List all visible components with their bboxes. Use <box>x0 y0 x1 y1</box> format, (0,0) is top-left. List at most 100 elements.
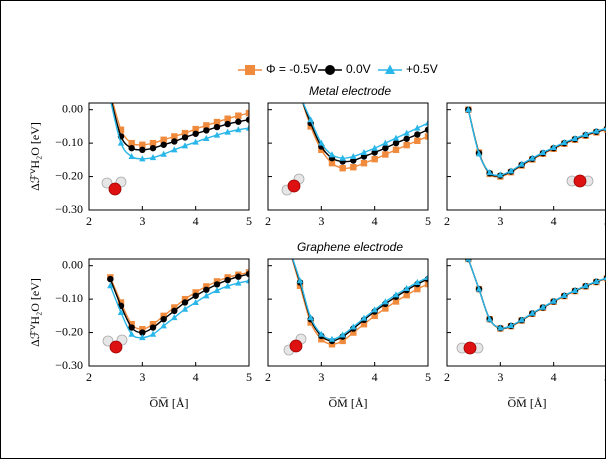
y-tick-label: −0.20 <box>55 324 83 338</box>
marker <box>550 297 557 304</box>
marker <box>107 96 113 102</box>
marker <box>360 148 368 156</box>
y-tick-label: 0.00 <box>62 101 83 115</box>
marker <box>392 298 400 305</box>
marker <box>350 164 357 171</box>
marker <box>235 273 242 280</box>
marker <box>486 169 493 176</box>
plot-area <box>465 259 606 332</box>
marker <box>307 116 314 123</box>
marker <box>382 305 389 312</box>
marker <box>107 275 114 283</box>
marker <box>171 133 178 140</box>
marker <box>149 330 157 337</box>
marker <box>539 148 547 156</box>
marker <box>518 160 525 167</box>
marker <box>328 335 336 342</box>
marker <box>128 139 135 147</box>
marker <box>403 284 410 291</box>
x-tick-label: 5 <box>604 370 606 384</box>
marker <box>245 270 249 278</box>
marker <box>203 283 210 290</box>
oxygen <box>108 182 122 196</box>
marker <box>392 146 400 154</box>
marker <box>382 139 389 146</box>
x-tick-label: 3 <box>139 214 145 228</box>
marker <box>518 316 525 323</box>
marker <box>192 130 199 137</box>
marker <box>117 308 125 316</box>
axes-frame <box>267 102 429 211</box>
marker <box>307 123 314 130</box>
marker <box>181 299 189 306</box>
marker <box>339 331 346 338</box>
marker <box>149 144 157 152</box>
marker <box>160 315 167 323</box>
marker <box>213 281 221 288</box>
marker <box>307 313 314 321</box>
marker <box>181 295 189 303</box>
marker <box>171 313 178 321</box>
plot-area <box>286 246 428 348</box>
x-tick-label: 3 <box>318 370 324 384</box>
marker <box>245 109 249 117</box>
marker <box>507 167 515 174</box>
x-tick-label: 2 <box>444 370 450 384</box>
marker <box>424 273 428 280</box>
marker <box>414 285 421 293</box>
x-tick-label: 2 <box>86 214 92 228</box>
marker <box>582 130 589 137</box>
marker <box>117 139 125 146</box>
marker <box>224 128 231 135</box>
molecule-icon <box>281 173 305 196</box>
marker <box>539 303 547 310</box>
series-line <box>467 109 606 177</box>
molecule-icon <box>566 174 594 188</box>
marker <box>382 298 389 305</box>
marker <box>213 286 221 293</box>
x-tick-label: 3 <box>318 214 324 228</box>
marker <box>286 40 292 46</box>
marker <box>561 291 568 299</box>
marker <box>392 139 400 147</box>
x-tick-label: 2 <box>86 370 92 384</box>
marker <box>160 136 167 143</box>
marker <box>245 277 249 284</box>
axes-frame <box>446 258 606 367</box>
marker <box>414 124 421 131</box>
marker <box>403 141 410 149</box>
marker <box>213 118 221 126</box>
x-tick-label: 4 <box>372 214 378 228</box>
marker <box>424 280 428 288</box>
marker <box>203 122 210 129</box>
marker <box>350 329 357 336</box>
marker <box>318 139 325 146</box>
marker <box>307 319 314 326</box>
x-tick-label: 4 <box>193 214 199 228</box>
marker <box>297 89 303 95</box>
marker <box>318 336 325 343</box>
marker <box>203 292 210 299</box>
marker <box>181 142 189 149</box>
marker <box>571 134 579 142</box>
oxygen <box>289 339 303 353</box>
marker <box>286 246 292 252</box>
marker <box>414 137 421 144</box>
marker <box>213 123 221 131</box>
marker <box>203 134 210 142</box>
marker <box>297 90 303 96</box>
marker <box>593 127 600 134</box>
marker <box>107 93 113 99</box>
marker <box>192 298 199 306</box>
hydrogen <box>102 335 114 347</box>
marker <box>149 321 157 328</box>
marker <box>139 326 146 333</box>
x-tick-label: 2 <box>265 370 271 384</box>
oxygen <box>463 341 477 355</box>
marker <box>235 279 242 286</box>
legend-marker <box>245 65 255 75</box>
marker <box>245 124 249 131</box>
marker <box>475 285 483 292</box>
marker <box>128 152 135 160</box>
